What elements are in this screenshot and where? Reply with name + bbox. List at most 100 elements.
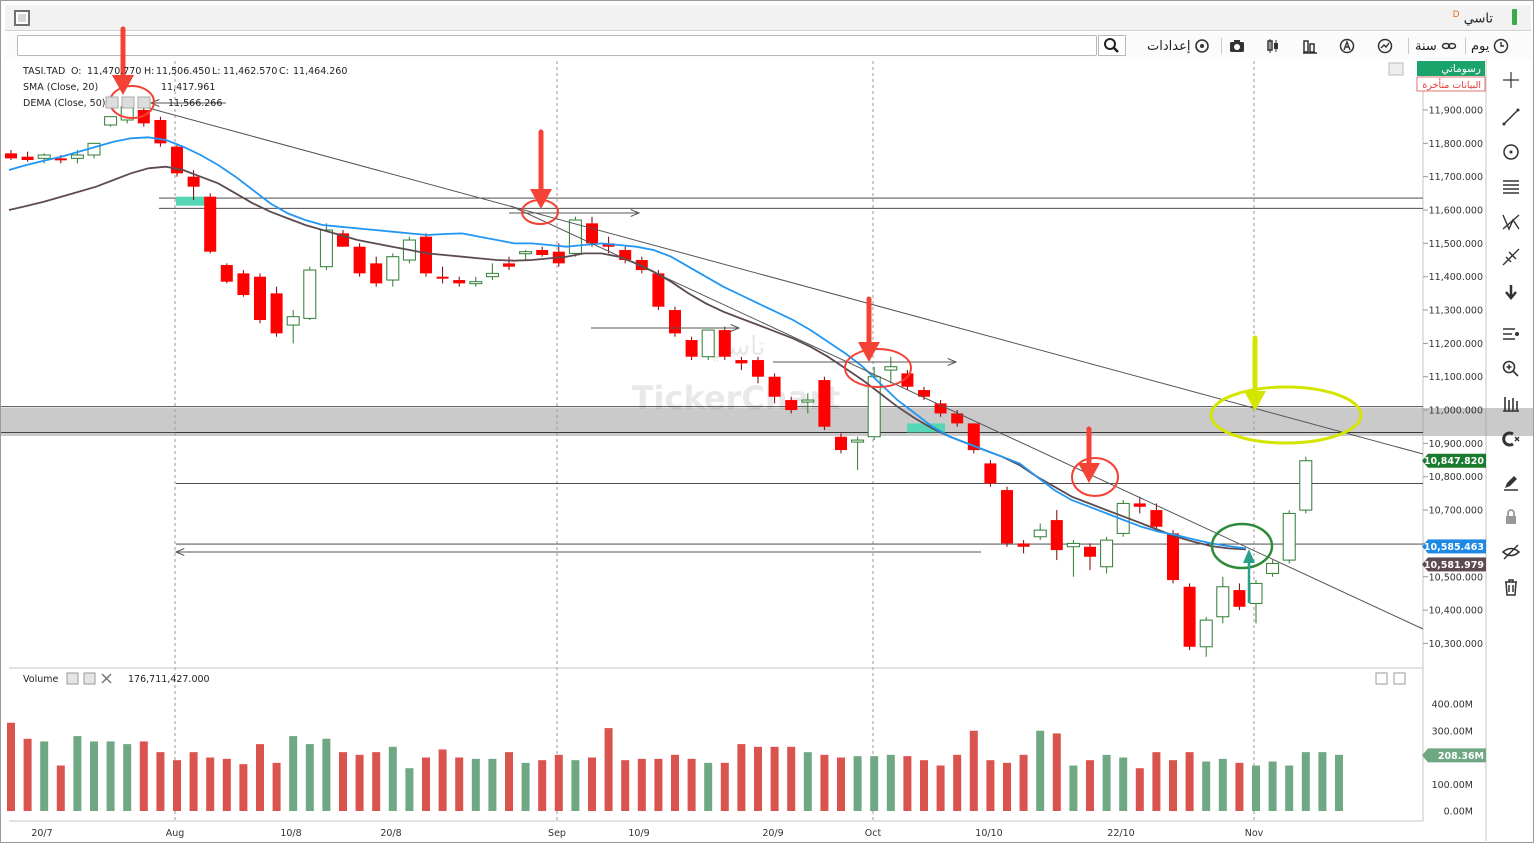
hide-drawings-tool[interactable] bbox=[1500, 541, 1522, 563]
candle bbox=[1216, 576, 1230, 624]
fibonacci-tool[interactable] bbox=[1500, 176, 1522, 198]
volume-bar bbox=[1169, 760, 1177, 811]
trend-line[interactable] bbox=[510, 205, 1424, 630]
volume-settings-icon[interactable] bbox=[83, 672, 96, 685]
horizontal-lines[interactable] bbox=[1, 196, 1423, 545]
volume-bar bbox=[704, 762, 713, 811]
volume-bar bbox=[488, 758, 497, 811]
search-input[interactable] bbox=[17, 35, 1097, 56]
up-arrow-annotation bbox=[1243, 549, 1255, 603]
volume-bar bbox=[1052, 733, 1061, 811]
volume-bar bbox=[538, 760, 547, 811]
lock-tool[interactable] bbox=[1500, 506, 1522, 528]
pattern-tool[interactable] bbox=[1500, 211, 1522, 233]
current-price-badge-label: 10,847.820 bbox=[1424, 456, 1484, 467]
level-marker bbox=[176, 196, 208, 206]
watermark-arabic: تاسي bbox=[707, 332, 766, 362]
screenshot-button[interactable] bbox=[1229, 37, 1245, 55]
remove-icon[interactable] bbox=[137, 96, 151, 109]
candle bbox=[154, 116, 167, 147]
price-tick-label: 11,300.000 bbox=[1429, 306, 1483, 317]
fibonacci-icon bbox=[1503, 180, 1519, 194]
highlight-ellipse bbox=[1210, 522, 1274, 570]
settings-label: إعدادات bbox=[1147, 38, 1191, 54]
chart-style-button[interactable] bbox=[1377, 37, 1393, 55]
volume-bar bbox=[903, 756, 912, 811]
settings-icon[interactable] bbox=[121, 96, 135, 109]
candle bbox=[270, 286, 283, 337]
volume-bar bbox=[405, 768, 414, 811]
marker-icon bbox=[1504, 476, 1518, 491]
candle bbox=[1033, 523, 1047, 541]
candle bbox=[519, 250, 533, 261]
marker-tool[interactable] bbox=[1500, 471, 1522, 493]
interval-button[interactable]: يوم bbox=[1471, 37, 1509, 55]
sma-value-badge-label: 10,585.463 bbox=[1424, 542, 1484, 553]
legend-high-value: 11,506.450 bbox=[156, 66, 210, 77]
time-tick-label: 20/8 bbox=[380, 828, 401, 839]
legend-low-key: L: bbox=[212, 66, 221, 77]
candle bbox=[901, 370, 914, 391]
my-charts-badge[interactable] bbox=[1417, 61, 1485, 76]
window-menu-button[interactable] bbox=[14, 10, 30, 26]
chart-type-button[interactable] bbox=[1302, 37, 1318, 55]
year-range-button[interactable]: سنة bbox=[1415, 37, 1457, 55]
time-tick-label: Aug bbox=[166, 828, 185, 839]
candle bbox=[353, 243, 366, 277]
indicator-tool[interactable] bbox=[1500, 323, 1522, 345]
candle bbox=[303, 266, 317, 321]
volume-bar bbox=[90, 741, 98, 811]
zoom-tool[interactable] bbox=[1500, 358, 1522, 380]
panel-maximize-icon[interactable] bbox=[1393, 672, 1406, 685]
volume-bar bbox=[986, 760, 995, 811]
time-tick-label: Sep bbox=[548, 828, 566, 839]
candle bbox=[5, 150, 17, 161]
legend-high-key: H: bbox=[144, 66, 154, 77]
volume-bar bbox=[754, 746, 762, 811]
candle bbox=[1150, 503, 1163, 531]
volume-bar bbox=[23, 738, 32, 811]
clear-icon bbox=[1502, 431, 1520, 447]
volume-bar bbox=[1135, 768, 1144, 811]
volume-bar bbox=[1003, 762, 1011, 811]
delete-tool[interactable] bbox=[1500, 576, 1522, 598]
crosshair-tool[interactable] bbox=[1500, 69, 1522, 91]
trendline-icon bbox=[1502, 108, 1520, 126]
settings-button[interactable]: إعدادات bbox=[1147, 37, 1210, 55]
trend-line[interactable] bbox=[140, 105, 1424, 455]
arrow-tool[interactable] bbox=[1500, 281, 1522, 303]
trend-lines[interactable] bbox=[140, 99, 1424, 630]
circle-tool[interactable] bbox=[1500, 141, 1522, 163]
search-button[interactable] bbox=[1098, 35, 1126, 56]
panel-restore-icon[interactable] bbox=[1375, 672, 1388, 685]
legend-close-key: C: bbox=[279, 66, 289, 77]
candle bbox=[818, 376, 831, 431]
volume-bar bbox=[870, 756, 879, 811]
candle bbox=[337, 230, 349, 247]
toolbar-separator bbox=[1465, 38, 1466, 54]
volume-bar bbox=[505, 752, 513, 811]
candle bbox=[1233, 583, 1246, 611]
candle bbox=[536, 246, 549, 257]
pitchfork-tool[interactable] bbox=[1500, 246, 1522, 268]
candle bbox=[485, 263, 499, 281]
panel-menu-icon[interactable] bbox=[1388, 62, 1404, 76]
green-tab-marker[interactable] bbox=[1512, 9, 1517, 25]
volume-visibility-icon[interactable] bbox=[66, 672, 79, 685]
auto-button[interactable] bbox=[1339, 37, 1355, 55]
volume-bar bbox=[123, 744, 132, 811]
highlight-ellipse bbox=[1071, 457, 1119, 497]
pattern-icon bbox=[1502, 214, 1520, 231]
year-label: سنة bbox=[1415, 38, 1437, 54]
visibility-toggle-icon[interactable] bbox=[105, 96, 119, 109]
candle bbox=[835, 433, 847, 454]
volume-bar bbox=[256, 744, 264, 811]
clear-drawings-tool[interactable] bbox=[1500, 428, 1522, 450]
measure-tool[interactable] bbox=[1500, 393, 1522, 415]
volume-bar bbox=[969, 730, 978, 811]
candle bbox=[1001, 486, 1013, 547]
volume-close-icon[interactable] bbox=[101, 673, 112, 684]
indicators-button[interactable] bbox=[1265, 37, 1281, 55]
trendline-tool[interactable] bbox=[1500, 106, 1522, 128]
